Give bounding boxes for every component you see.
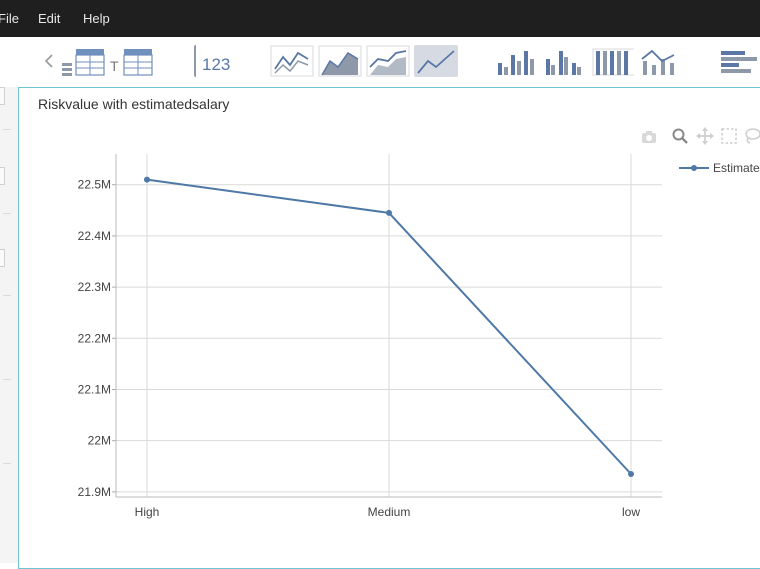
left-panel-strip — [0, 87, 19, 563]
toolbar: T 123 — [0, 37, 760, 87]
x-tick-label: low — [622, 505, 640, 519]
data-point — [386, 209, 392, 216]
svg-text:T: T — [110, 58, 119, 74]
stacked-area-icon[interactable] — [366, 45, 410, 77]
y-tick-label: 22.3M — [78, 280, 111, 294]
camera-icon[interactable] — [640, 128, 658, 146]
x-tick-label: Medium — [368, 505, 411, 519]
chart-panel: Riskvalue with estimatedsalary 21.9M 22M 2… — [18, 87, 760, 569]
strip-divider — [3, 463, 11, 464]
bar-chart-icon[interactable] — [494, 45, 538, 77]
line-chart-icon[interactable] — [270, 45, 314, 77]
data-point — [628, 471, 634, 477]
x-tick-label: High — [135, 505, 160, 519]
line-chart: 21.9M 22M 22.1M 22.2M 22.3M 22.4M 22.5M High Me… — [78, 154, 760, 519]
y-tick-label: 22.5M — [78, 178, 111, 192]
strip-handle[interactable] — [0, 87, 5, 105]
y-tick-label: 22.2M — [78, 331, 111, 345]
strip-divider — [3, 379, 11, 380]
menu-bar: File Edit Help — [0, 0, 760, 37]
number-icon[interactable]: 123 — [194, 45, 236, 77]
menu-file[interactable]: File — [0, 11, 19, 26]
data-point — [144, 176, 150, 183]
y-tick-label: 22.4M — [78, 229, 111, 243]
number-label: 123 — [202, 55, 231, 74]
pan-icon[interactable] — [696, 127, 714, 145]
menu-edit[interactable]: Edit — [38, 11, 61, 26]
strip-divider — [3, 129, 11, 130]
zoom-icon[interactable] — [671, 127, 689, 145]
chart-title: Riskvalue with estimatedsalary — [38, 96, 230, 112]
legend-label: Estimate — [713, 161, 760, 175]
stacked-bar-icon[interactable] — [590, 45, 634, 77]
back-icon[interactable] — [40, 45, 58, 77]
lasso-icon[interactable] — [744, 127, 760, 145]
grouped-bar-icon[interactable] — [542, 45, 586, 77]
horizontal-bar-icon[interactable] — [718, 45, 760, 77]
box-select-icon[interactable] — [720, 127, 738, 145]
pivot-table-icon[interactable]: T — [108, 45, 156, 77]
strip-handle[interactable] — [0, 249, 5, 267]
combo-chart-icon[interactable] — [638, 45, 682, 77]
table-icon[interactable] — [60, 45, 108, 77]
legend-swatch-marker — [691, 165, 697, 171]
y-tick-label: 22.1M — [78, 382, 111, 396]
menu-help[interactable]: Help — [83, 11, 110, 26]
filled-line-icon[interactable] — [414, 45, 458, 77]
y-tick-label: 21.9M — [78, 485, 111, 499]
strip-handle[interactable] — [0, 167, 5, 185]
strip-divider — [3, 295, 11, 296]
strip-divider — [3, 213, 11, 214]
area-chart-icon[interactable] — [318, 45, 362, 77]
y-tick-label: 22M — [88, 434, 111, 448]
